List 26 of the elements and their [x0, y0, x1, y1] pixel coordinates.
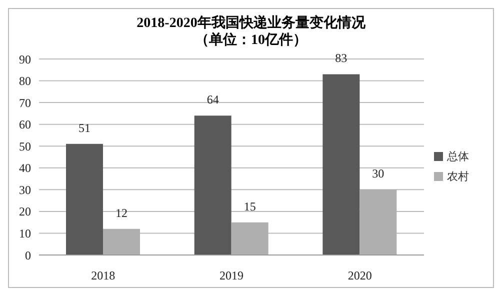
y-tick-label: 70: [19, 96, 31, 110]
y-tick-label: 0: [25, 248, 31, 262]
y-tick-label: 10: [19, 226, 31, 240]
data-label: 51: [78, 120, 90, 135]
y-tick-label: 20: [19, 204, 31, 219]
x-tick-label: 2019: [220, 268, 244, 283]
y-tick-label: 90: [19, 52, 31, 66]
data-label: 83: [335, 51, 348, 66]
data-label: 15: [244, 199, 256, 214]
y-tick-label: 50: [19, 139, 31, 154]
data-label: 30: [372, 166, 384, 181]
data-label: 12: [116, 206, 128, 220]
y-tick-label: 40: [19, 161, 31, 176]
bar: [66, 144, 103, 255]
chart-title: 2018-2020年我国快递业务量变化情况: [136, 15, 366, 32]
y-tick-label: 80: [19, 74, 31, 88]
bar: [322, 74, 360, 255]
legend-label: 总体: [447, 150, 469, 163]
data-label: 64: [206, 92, 219, 107]
x-tick-label: 2020: [348, 268, 372, 283]
y-tick-label: 30: [19, 182, 31, 197]
y-tick-label: 60: [19, 118, 31, 132]
bar: [194, 116, 232, 255]
chart-subtitle: （单位：10亿件）: [194, 32, 308, 49]
x-tick-label: 2018: [91, 268, 116, 283]
legend-label: 农村: [447, 170, 469, 183]
